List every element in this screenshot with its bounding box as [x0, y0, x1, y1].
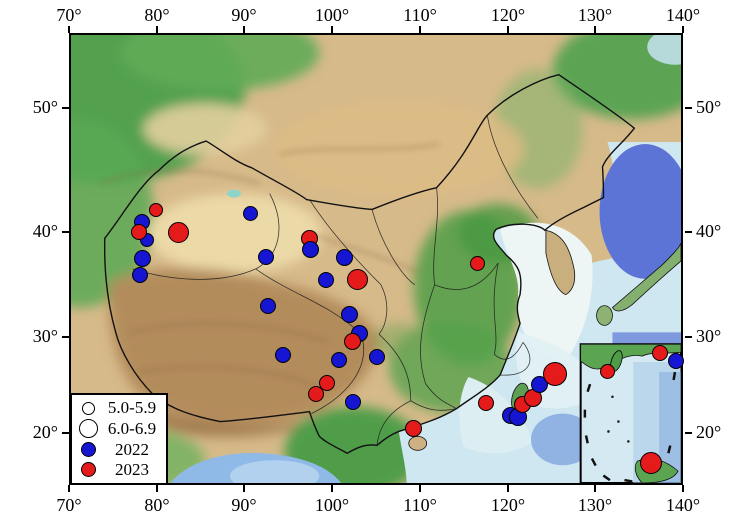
lat-label-right: 40° — [696, 221, 722, 241]
lat-label-left: 40° — [32, 221, 58, 241]
axis-tick-top — [419, 26, 421, 33]
legend-row: 6.0-6.9 — [75, 418, 163, 439]
legend-swatch-circle — [81, 401, 95, 415]
legend-swatch-cell — [75, 419, 101, 439]
axis-tick-top — [507, 26, 509, 33]
terrain-tints — [71, 35, 681, 483]
legend-row: 5.0-5.9 — [75, 399, 163, 417]
legend-swatch-circle — [80, 442, 96, 458]
axis-tick-right — [685, 107, 692, 109]
lon-label-top: 130° — [577, 5, 613, 25]
legend-row: 2023 — [75, 459, 163, 479]
legend-label: 6.0-6.9 — [107, 418, 157, 438]
legend: 5.0-5.9 6.0-6.9 2022 2023 — [70, 393, 168, 485]
china-national-border — [103, 73, 636, 455]
axis-tick-top — [331, 26, 333, 33]
legend-swatch-circle — [78, 419, 98, 439]
axis-tick-top — [594, 26, 596, 33]
legend-row: 2022 — [75, 439, 163, 459]
lon-label-top: 70° — [56, 5, 82, 25]
axis-tick-right — [685, 231, 692, 233]
lon-label-top: 120° — [490, 5, 526, 25]
nine-dash-line — [583, 371, 677, 483]
axis-tick-bottom — [507, 485, 509, 492]
axis-tick-top — [243, 26, 245, 33]
axis-tick-top — [156, 26, 158, 33]
lon-label-bottom: 110° — [403, 495, 437, 515]
lon-label-top: 90° — [231, 5, 257, 25]
axis-tick-top — [682, 26, 684, 33]
china-topographic-map — [71, 35, 681, 483]
lat-label-left: 30° — [32, 326, 58, 346]
lat-label-right: 30° — [696, 326, 722, 346]
map-frame — [69, 33, 683, 485]
lat-label-right: 20° — [696, 422, 722, 442]
axis-tick-top — [68, 26, 70, 33]
axis-tick-bottom — [243, 485, 245, 492]
axis-tick-left — [62, 336, 69, 338]
lon-label-top: 80° — [144, 5, 170, 25]
axis-tick-bottom — [68, 485, 70, 492]
legend-swatch-cell — [75, 401, 101, 415]
legend-label: 2022 — [115, 439, 149, 459]
axis-tick-left — [62, 231, 69, 233]
relief-ridges — [100, 142, 439, 389]
lon-label-bottom: 120° — [490, 495, 526, 515]
lon-label-bottom: 140° — [665, 495, 701, 515]
lon-label-top: 110° — [403, 5, 437, 25]
legend-label: 2023 — [115, 459, 149, 479]
lat-label-left: 50° — [32, 97, 58, 117]
lat-label-left: 20° — [32, 422, 58, 442]
lon-label-top: 100° — [314, 5, 350, 25]
axis-tick-bottom — [156, 485, 158, 492]
lon-label-bottom: 90° — [231, 495, 257, 515]
legend-swatch-cell — [75, 442, 101, 458]
lon-label-bottom: 100° — [314, 495, 350, 515]
axis-tick-left — [62, 432, 69, 434]
axis-tick-left — [62, 107, 69, 109]
legend-swatch-circle — [80, 462, 96, 478]
axis-tick-right — [685, 432, 692, 434]
inset-islets — [607, 395, 630, 443]
south-china-sea-inset — [579, 343, 681, 483]
axis-tick-bottom — [419, 485, 421, 492]
axis-tick-bottom — [331, 485, 333, 492]
lat-label-right: 50° — [696, 97, 722, 117]
province-borders — [132, 115, 539, 446]
lon-label-bottom: 70° — [56, 495, 82, 515]
lon-label-top: 140° — [665, 5, 701, 25]
legend-label: 5.0-5.9 — [107, 398, 157, 418]
legend-swatch-cell — [75, 462, 101, 478]
axis-tick-right — [685, 336, 692, 338]
lon-label-bottom: 80° — [144, 495, 170, 515]
lon-label-bottom: 130° — [577, 495, 613, 515]
axis-tick-bottom — [682, 485, 684, 492]
axis-tick-bottom — [594, 485, 596, 492]
